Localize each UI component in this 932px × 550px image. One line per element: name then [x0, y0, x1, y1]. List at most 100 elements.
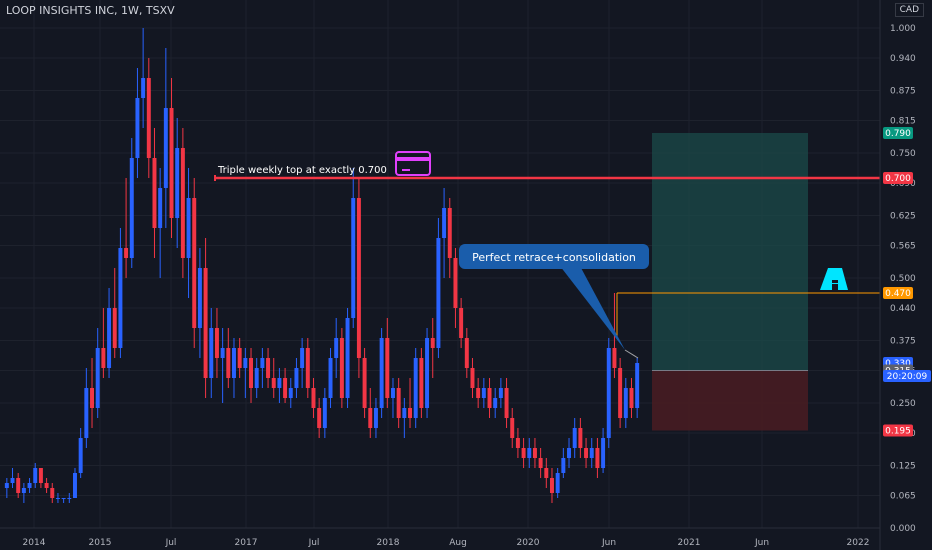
time-axis[interactable]: 2014 2015 Jul 2017 Jul 2018 Aug 2020 Jun 2021 Jun 2… — [0, 527, 880, 548]
time-tick-label: Jul — [165, 538, 177, 548]
candle — [373, 398, 378, 438]
candle — [72, 468, 77, 498]
candle-body — [283, 378, 288, 398]
time-tick-label: 2015 — [89, 538, 112, 548]
candle — [356, 178, 361, 378]
candle — [163, 48, 168, 228]
candle — [629, 378, 634, 418]
candle — [4, 478, 9, 498]
candle-body — [192, 198, 197, 328]
price-tag: 0.790 — [883, 127, 913, 139]
candle-body — [107, 308, 112, 368]
price-tag-bg — [883, 287, 913, 299]
candle — [44, 478, 49, 493]
candle — [601, 428, 606, 473]
price-tick-label: 0.440 — [890, 304, 916, 314]
candle — [351, 168, 356, 328]
candle-body — [21, 488, 26, 493]
candle — [618, 358, 623, 428]
candle — [61, 498, 66, 503]
price-tick-label: 0.000 — [890, 524, 916, 534]
candle-body — [425, 338, 430, 408]
symbol-title[interactable]: LOOP INSIGHTS INC, 1W, TSXV — [6, 4, 175, 17]
candle-body — [152, 158, 157, 228]
candle-body — [578, 428, 583, 448]
candle — [124, 178, 129, 278]
candle-body — [294, 368, 299, 388]
candle — [180, 128, 185, 278]
candle-body — [385, 338, 390, 398]
candle-body — [254, 368, 259, 388]
candle — [425, 328, 430, 418]
candle-body — [10, 478, 15, 483]
candle-body — [356, 198, 361, 358]
candle-body — [430, 338, 435, 348]
price-tick-label: 0.250 — [890, 399, 916, 409]
candle — [493, 388, 498, 418]
candle — [55, 493, 60, 503]
price-axis[interactable]: 1.0000.9400.8750.8150.7500.6900.6250.565… — [879, 0, 931, 550]
candle — [430, 318, 435, 378]
candle-body — [50, 488, 55, 498]
candle-body — [334, 338, 339, 358]
candle-body — [203, 268, 208, 378]
time-tick-label: 2014 — [23, 538, 46, 548]
candle-body — [567, 448, 572, 458]
candle — [300, 338, 305, 388]
candle-body — [226, 348, 231, 378]
candle-body — [129, 158, 134, 258]
candle — [419, 348, 424, 418]
callout-pointer — [560, 266, 625, 350]
candle — [379, 328, 384, 418]
candle — [203, 238, 208, 398]
candle — [487, 378, 492, 418]
candle-body — [146, 78, 151, 158]
price-tag-label: 0.470 — [885, 289, 911, 299]
price-tick-label: 0.565 — [890, 242, 916, 252]
candle-body — [544, 468, 549, 478]
candle-body — [243, 358, 248, 368]
price-tag-label: 0.195 — [885, 427, 911, 437]
candle-body — [55, 498, 60, 499]
resistance-label: Triple weekly top at exactly 0.700 — [217, 165, 387, 176]
currency-label[interactable]: CAD — [894, 3, 924, 17]
candle — [328, 348, 333, 408]
candle-body — [527, 448, 532, 458]
candle-body — [521, 448, 526, 458]
callout-tip — [624, 349, 639, 359]
candle-body — [112, 308, 117, 348]
candle — [38, 468, 43, 488]
candle — [84, 368, 89, 448]
candle-body — [362, 358, 367, 408]
candle-body — [328, 358, 333, 398]
candle-body — [95, 348, 100, 408]
candle — [129, 138, 134, 268]
candle — [532, 438, 537, 468]
candle — [27, 478, 32, 493]
candle-body — [447, 208, 452, 258]
candle-body — [277, 378, 282, 388]
candle-body — [197, 268, 202, 328]
candle-body — [561, 458, 566, 473]
candle-body — [169, 108, 174, 218]
candle — [186, 168, 191, 298]
candle — [334, 318, 339, 378]
candle-body — [413, 358, 418, 418]
candle — [283, 368, 288, 403]
candle-body — [629, 388, 634, 408]
candle — [413, 348, 418, 428]
price-tick-label: 1.000 — [890, 24, 916, 34]
candle — [453, 248, 458, 328]
candle-body — [549, 478, 554, 493]
candle — [436, 218, 441, 358]
price-tag: 0.700 — [883, 172, 913, 184]
time-tick-label: Jul — [308, 538, 320, 548]
candle — [214, 308, 219, 378]
candle-body — [249, 358, 254, 388]
candle-body — [601, 438, 606, 468]
candle-body — [589, 448, 594, 458]
candle — [118, 228, 123, 358]
time-tick-label: 2022 — [847, 538, 870, 548]
candle-body — [118, 248, 123, 348]
